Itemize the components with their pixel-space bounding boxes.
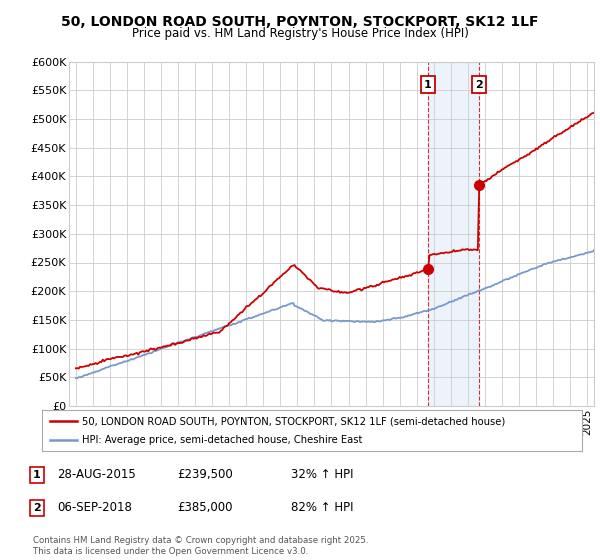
Text: 1: 1	[33, 470, 41, 480]
Text: 2: 2	[33, 503, 41, 513]
Text: 06-SEP-2018: 06-SEP-2018	[57, 501, 132, 515]
Text: 50, LONDON ROAD SOUTH, POYNTON, STOCKPORT, SK12 1LF: 50, LONDON ROAD SOUTH, POYNTON, STOCKPOR…	[61, 15, 539, 29]
Text: Price paid vs. HM Land Registry's House Price Index (HPI): Price paid vs. HM Land Registry's House …	[131, 27, 469, 40]
Text: 32% ↑ HPI: 32% ↑ HPI	[291, 468, 353, 482]
Text: HPI: Average price, semi-detached house, Cheshire East: HPI: Average price, semi-detached house,…	[83, 435, 363, 445]
Text: 1: 1	[424, 80, 431, 90]
Bar	[428, 62, 479, 406]
Text: 28-AUG-2015: 28-AUG-2015	[57, 468, 136, 482]
Text: £385,000: £385,000	[177, 501, 233, 515]
Text: Contains HM Land Registry data © Crown copyright and database right 2025.
This d: Contains HM Land Registry data © Crown c…	[33, 536, 368, 556]
Text: £239,500: £239,500	[177, 468, 233, 482]
Text: 2: 2	[476, 80, 484, 90]
Text: 82% ↑ HPI: 82% ↑ HPI	[291, 501, 353, 515]
Text: 50, LONDON ROAD SOUTH, POYNTON, STOCKPORT, SK12 1LF (semi-detached house): 50, LONDON ROAD SOUTH, POYNTON, STOCKPOR…	[83, 417, 506, 426]
